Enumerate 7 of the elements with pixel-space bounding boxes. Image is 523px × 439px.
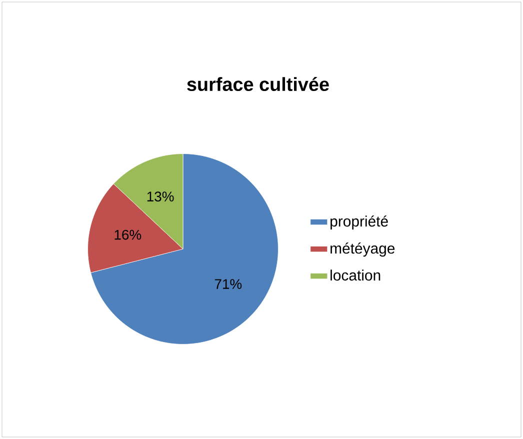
data-label: 71% — [214, 279, 242, 289]
data-label: 16% — [114, 230, 142, 240]
data-label: 13% — [147, 192, 174, 202]
legend-label: météyage — [330, 242, 395, 257]
chart-title: surface cultivée — [187, 76, 329, 92]
legend-label: location — [330, 270, 380, 281]
legend-label: propriété — [330, 215, 388, 230]
